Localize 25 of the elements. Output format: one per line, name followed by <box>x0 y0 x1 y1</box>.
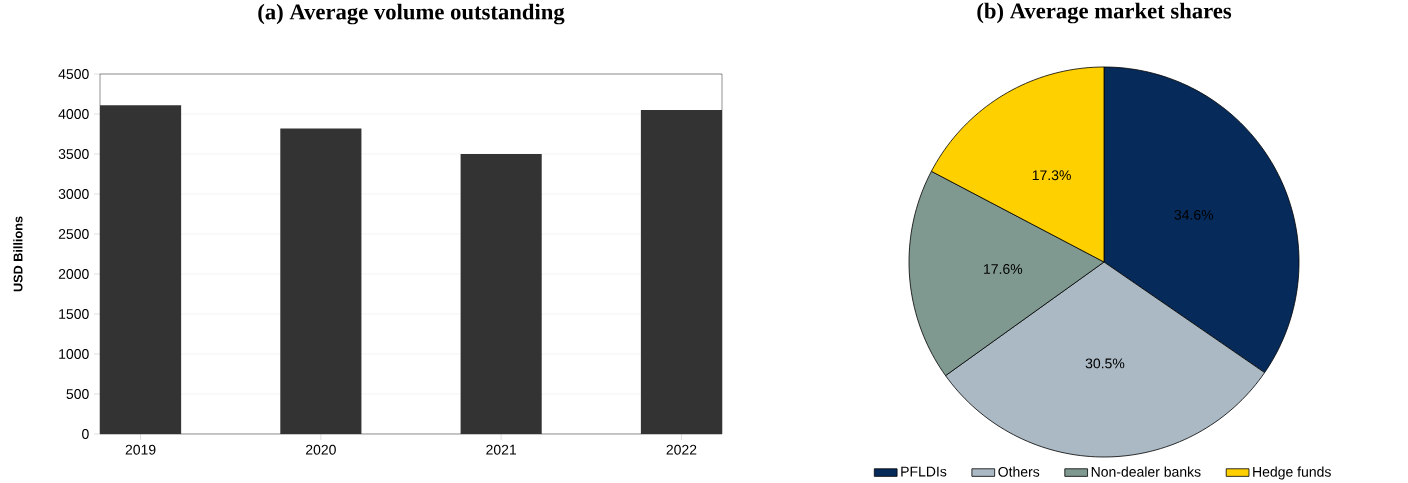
x-tick-label: 2021 <box>486 444 517 455</box>
x-tick-label: 2022 <box>666 444 697 455</box>
y-tick-label: 3000 <box>58 189 89 199</box>
data-label: 17.3% <box>1032 170 1071 181</box>
y-tick-label: 1000 <box>59 349 89 359</box>
legend-label: PFLDIs <box>901 466 947 477</box>
y-tick-label: 4000 <box>58 109 89 119</box>
y-tick-label: 1500 <box>59 309 89 319</box>
x-tick-label: 2020 <box>306 444 336 455</box>
y-tick-label: 500 <box>66 389 89 399</box>
y-tick-label: 4500 <box>58 69 89 79</box>
y-tick-label: 2500 <box>58 229 89 239</box>
y-tick-label: 3500 <box>58 149 89 159</box>
data-label: 17.6% <box>984 264 1023 274</box>
x-tick-label: 2019 <box>125 444 156 455</box>
y-tick-label: 2000 <box>58 269 89 279</box>
data-label: 30.5% <box>1085 358 1125 369</box>
y-axis-title: USD Billions <box>13 216 23 292</box>
data-label: 34.6% <box>1174 209 1214 220</box>
chart-title: (a) Average volume outstanding <box>258 3 565 25</box>
y-tick-label: 0 <box>82 429 89 439</box>
legend-label: Non-dealer banks <box>1091 466 1201 477</box>
chart-title: (b) Average market shares <box>977 2 1232 24</box>
legend-label: Hedge funds <box>1253 466 1331 480</box>
legend-label: Others <box>998 466 1040 477</box>
